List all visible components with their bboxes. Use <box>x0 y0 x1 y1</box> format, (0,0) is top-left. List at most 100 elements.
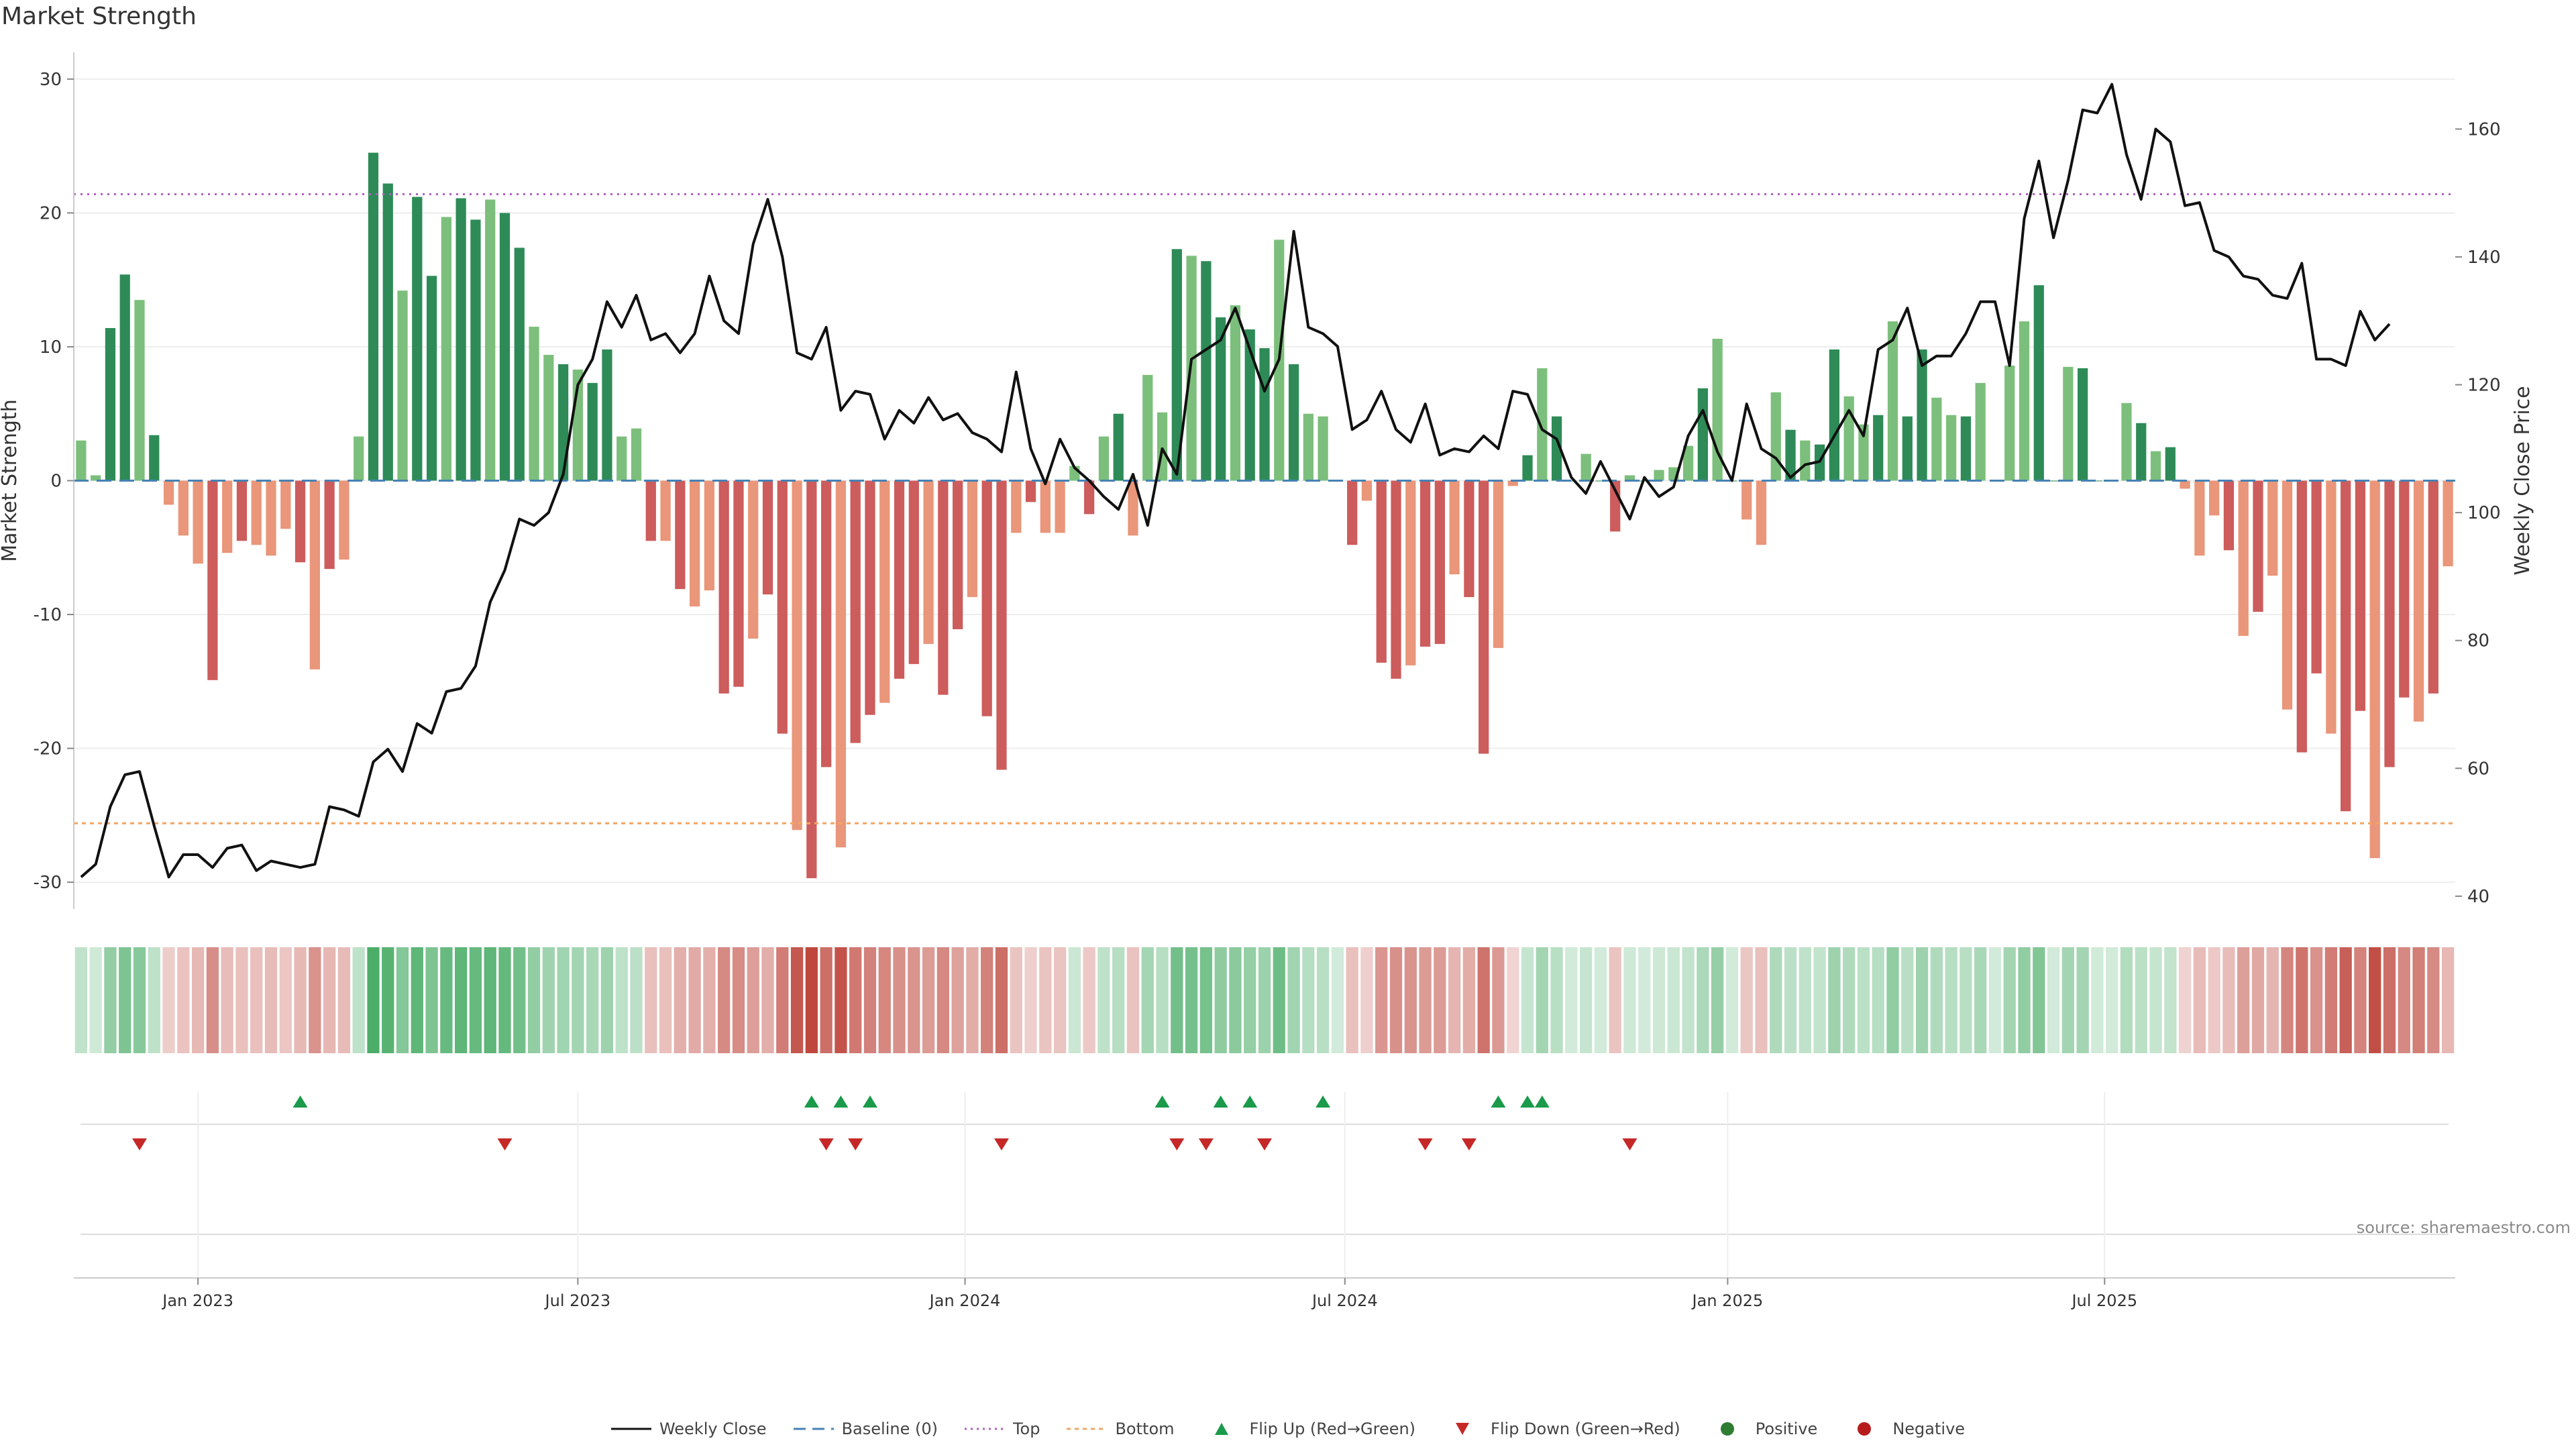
heat-cell <box>951 947 964 1053</box>
strength-bar <box>660 480 671 541</box>
heat-cell <box>250 947 263 1053</box>
strength-bar <box>207 480 218 680</box>
strength-bar <box>2180 480 2190 489</box>
heat-cell <box>2208 947 2220 1053</box>
strength-bar <box>894 480 905 679</box>
strength-bar <box>426 276 437 481</box>
strength-bar <box>2223 480 2235 551</box>
strength-bars <box>76 152 2453 879</box>
strength-bar <box>1697 388 1708 481</box>
heat-cell <box>1199 947 1213 1053</box>
heat-cell <box>498 947 511 1053</box>
strength-bar <box>2136 423 2147 481</box>
strength-bar <box>324 480 335 570</box>
heat-cell <box>2412 947 2425 1053</box>
heat-cell <box>279 947 292 1053</box>
strength-bar <box>485 199 496 481</box>
strength-bar <box>309 480 320 669</box>
strength-bar <box>2253 480 2263 612</box>
strength-bar <box>996 480 1007 770</box>
heat-cell <box>761 947 774 1053</box>
strength-bar <box>2355 480 2366 711</box>
strength-bar <box>1873 415 1884 481</box>
legend-swatch-top <box>964 1428 1005 1430</box>
strength-bar <box>529 327 539 481</box>
heat-cell <box>674 947 686 1053</box>
heat-cell <box>1945 947 1957 1053</box>
right-tick-label: 100 <box>2467 503 2501 523</box>
strength-bar <box>1142 374 1153 481</box>
strength-bar <box>2121 402 2132 481</box>
heat-cell <box>1053 947 1067 1053</box>
legend-label-negative: Negative <box>1892 1419 1966 1438</box>
heat-cell <box>1609 947 1621 1053</box>
flip-up-marker <box>1155 1095 1170 1108</box>
heat-cell <box>2251 947 2265 1053</box>
flip-down-marker <box>1461 1138 1477 1150</box>
strength-bar <box>2209 480 2220 516</box>
heat-cell <box>2033 947 2045 1053</box>
heat-cell <box>2106 947 2118 1053</box>
strength-bar <box>1551 416 1562 481</box>
heat-cell <box>1725 947 1739 1053</box>
strength-bar <box>2341 480 2351 812</box>
heat-cell <box>1287 947 1300 1053</box>
heat-cell <box>221 947 233 1053</box>
heat-cell <box>337 947 351 1053</box>
strength-bar <box>675 480 686 590</box>
legend-swatch-weekly-close <box>610 1428 651 1430</box>
heat-cell <box>1857 947 1870 1053</box>
chart-title: Market Strength <box>1 3 197 30</box>
heat-cell <box>1039 947 1052 1053</box>
strength-bar <box>1303 413 1313 481</box>
strength-bar <box>134 300 145 481</box>
heat-cell <box>688 947 701 1053</box>
strength-bar <box>2282 480 2293 710</box>
strength-bar <box>879 480 890 703</box>
strength-bar <box>981 480 992 716</box>
strength-bar <box>2033 285 2044 481</box>
heat-cell <box>703 947 716 1053</box>
strength-bar <box>953 480 963 629</box>
heat-cell <box>1389 947 1403 1053</box>
heat-cell <box>1229 947 1242 1053</box>
strength-bar <box>412 197 423 481</box>
strength-bar <box>1493 480 1504 648</box>
heat-cell <box>1171 947 1183 1053</box>
strength-bar <box>251 480 262 545</box>
legend-item-weekly-close: Weekly Close <box>610 1419 767 1438</box>
strength-bar <box>1055 480 1065 533</box>
strength-bar <box>441 217 451 481</box>
heat-cell <box>1974 947 1987 1053</box>
heat-cell <box>1579 947 1593 1053</box>
heat-cell <box>309 947 321 1053</box>
left-tick-label: 0 <box>50 472 62 492</box>
heat-cell <box>1594 947 1607 1053</box>
heat-cell <box>1316 947 1330 1053</box>
heat-cell <box>1667 947 1680 1053</box>
strength-bar <box>645 480 656 541</box>
heat-cell <box>1930 947 1943 1053</box>
strength-bar <box>193 480 203 564</box>
flip-up-marker <box>1520 1095 1536 1108</box>
heat-cell <box>1083 947 1095 1053</box>
heat-cell <box>2369 947 2381 1053</box>
heat-cell <box>2383 947 2396 1053</box>
heat-cell <box>104 947 117 1053</box>
x-tick-label: Jan 2023 <box>161 1291 233 1310</box>
strength-bar <box>1405 480 1416 665</box>
heat-cell <box>294 947 307 1053</box>
strength-bar <box>1171 249 1182 481</box>
strength-bar <box>222 480 233 553</box>
strength-bar <box>1449 480 1460 575</box>
strength-bar <box>294 480 306 563</box>
left-axis-label: Market Strength <box>0 399 21 561</box>
heat-cell <box>1024 947 1037 1053</box>
heat-cell <box>119 947 131 1053</box>
strength-bar <box>1566 480 1576 482</box>
strength-bar <box>1113 413 1124 481</box>
strength-bar <box>2311 480 2322 674</box>
strength-bar <box>1507 480 1518 486</box>
weekly-close-polyline <box>80 83 2391 879</box>
strength-bar <box>2238 480 2249 636</box>
